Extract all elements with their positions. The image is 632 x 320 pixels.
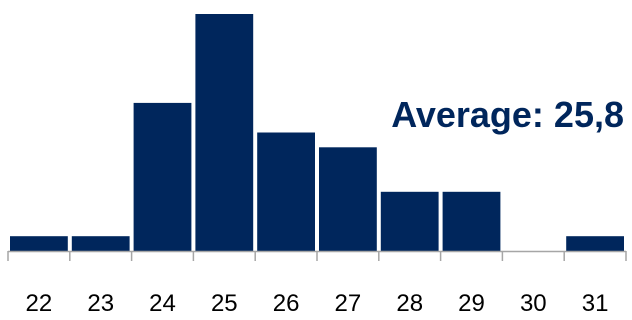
bar-23 <box>71 236 130 251</box>
bar-22 <box>10 236 68 251</box>
bar-24 <box>133 102 192 252</box>
x-tick-label-28: 28 <box>396 290 423 317</box>
bar-26 <box>257 132 315 251</box>
x-tick-label-22: 22 <box>26 290 53 317</box>
x-tick-label-29: 29 <box>458 290 485 317</box>
bar-27 <box>319 147 377 251</box>
bar-25 <box>195 14 254 251</box>
x-axis-ticks <box>7 251 627 261</box>
x-tick-label-30: 30 <box>520 290 547 317</box>
x-axis-tick-labels: 22 23 24 25 26 27 28 29 30 31 <box>26 290 609 317</box>
bar-28 <box>380 191 439 252</box>
bar-29 <box>442 191 501 252</box>
x-tick-label-24: 24 <box>149 290 176 317</box>
x-tick-label-25: 25 <box>211 290 238 317</box>
bar-31 <box>566 236 624 251</box>
x-tick-label-31: 31 <box>582 290 609 317</box>
bars-group <box>10 14 624 252</box>
x-tick-label-23: 23 <box>87 290 114 317</box>
average-annotation: Average: 25,8 <box>391 94 624 135</box>
x-tick-label-27: 27 <box>335 290 362 317</box>
x-tick-label-26: 26 <box>273 290 300 317</box>
